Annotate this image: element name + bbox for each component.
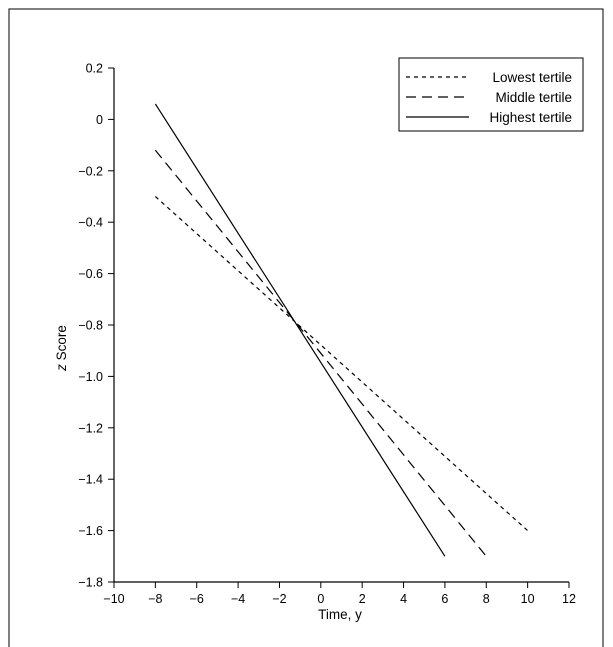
x-tick-label: −4 bbox=[231, 592, 245, 606]
figure-frame bbox=[8, 8, 604, 647]
y-tick-label: 0 bbox=[96, 113, 103, 127]
legend-box bbox=[398, 57, 584, 132]
series-line-middle-tertile bbox=[154, 149, 487, 557]
y-axis-title-rest: Score bbox=[54, 325, 69, 364]
series-lines bbox=[154, 103, 529, 557]
legend-label: Highest tertile bbox=[489, 110, 572, 125]
series-line-lowest-tertile bbox=[154, 196, 529, 532]
x-tick-label: −6 bbox=[190, 592, 204, 606]
x-tick-label: −8 bbox=[148, 592, 162, 606]
x-tick-label: 8 bbox=[483, 592, 490, 606]
series-line-highest-tertile bbox=[154, 103, 446, 557]
x-tick-label: 4 bbox=[400, 592, 407, 606]
x-tick-label: −10 bbox=[103, 592, 124, 606]
x-tick-label: 2 bbox=[359, 592, 366, 606]
y-tick-label: −1.2 bbox=[78, 421, 103, 435]
axes: −10 −8 −6 −4 −2 0 2 4 6 8 10 12 0.2 0 −0.2 −0.4 −0.6 −0.8… bbox=[78, 62, 576, 607]
y-axis-title-var: z bbox=[54, 364, 69, 372]
y-axis-title: z Score bbox=[54, 325, 69, 372]
y-tick-label: −0.4 bbox=[78, 216, 103, 230]
legend: Lowest tertile Middle tertile Highest tert… bbox=[398, 57, 584, 132]
y-tick-label: −0.8 bbox=[78, 319, 103, 333]
y-tick-label: −0.6 bbox=[78, 267, 103, 281]
y-tick-label: −0.2 bbox=[78, 164, 103, 178]
x-tick-label: −2 bbox=[272, 592, 286, 606]
legend-label: Lowest tertile bbox=[492, 70, 572, 85]
y-tick-label: −1.0 bbox=[78, 370, 103, 384]
x-tick-label: 0 bbox=[317, 592, 324, 606]
y-tick-label: −1.4 bbox=[78, 473, 103, 487]
y-tick-label: −1.8 bbox=[78, 576, 103, 590]
x-axis-title: Time, y bbox=[318, 607, 362, 622]
x-tick-label: 10 bbox=[521, 592, 535, 606]
y-tick-label: −1.6 bbox=[78, 524, 103, 538]
x-tick-label: 12 bbox=[562, 592, 576, 606]
legend-label: Middle tertile bbox=[495, 90, 572, 105]
x-tick-label: 6 bbox=[441, 592, 448, 606]
y-tick-label: 0.2 bbox=[86, 62, 103, 76]
